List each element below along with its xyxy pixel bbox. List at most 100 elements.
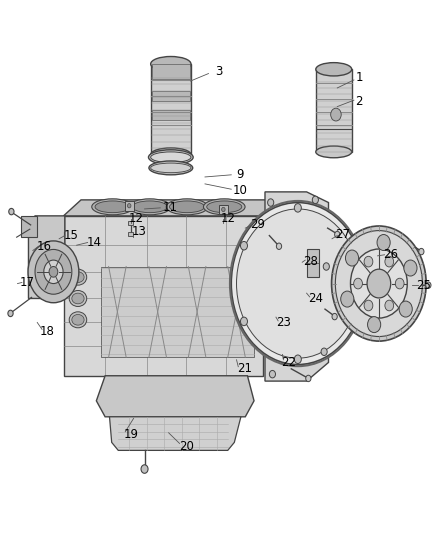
Circle shape [367,269,391,298]
Circle shape [336,231,422,336]
Text: 11: 11 [162,201,177,214]
Text: 19: 19 [124,428,139,441]
Polygon shape [265,192,328,381]
Circle shape [364,256,373,267]
Bar [307,249,319,277]
Ellipse shape [151,148,191,161]
Ellipse shape [148,150,193,165]
Text: 12: 12 [128,212,143,225]
Text: 26: 26 [383,248,398,261]
Circle shape [341,291,354,307]
Circle shape [348,317,355,326]
Text: 3: 3 [215,66,223,78]
Bar [219,205,228,214]
Circle shape [306,375,311,382]
Text: 13: 13 [132,225,147,238]
Circle shape [399,301,412,317]
Circle shape [312,196,318,204]
Ellipse shape [151,163,191,173]
Text: 22: 22 [282,356,297,369]
Ellipse shape [95,201,130,213]
Circle shape [49,266,58,277]
Ellipse shape [170,201,205,213]
Circle shape [350,249,407,318]
Bar [128,221,133,225]
Polygon shape [64,216,263,376]
Text: 21: 21 [237,362,252,375]
Bar [152,91,190,101]
Ellipse shape [92,199,133,215]
Circle shape [240,241,247,250]
Ellipse shape [166,199,208,215]
Circle shape [348,241,355,250]
Text: 20: 20 [179,440,194,453]
Circle shape [323,263,329,270]
Circle shape [269,370,276,378]
Ellipse shape [69,269,87,285]
Circle shape [222,207,225,212]
Circle shape [127,204,131,208]
Ellipse shape [203,199,245,215]
Polygon shape [96,376,254,417]
Circle shape [377,235,390,251]
Ellipse shape [151,56,191,71]
Circle shape [332,313,337,320]
Text: 17: 17 [20,276,35,289]
Circle shape [276,243,282,249]
Ellipse shape [132,201,167,213]
Circle shape [419,248,424,255]
Circle shape [294,204,301,212]
Ellipse shape [72,293,84,304]
Bar [128,232,133,236]
Ellipse shape [151,152,191,163]
Circle shape [346,250,359,266]
Ellipse shape [316,63,352,76]
Ellipse shape [207,201,242,213]
Circle shape [231,203,364,365]
Circle shape [8,310,13,317]
Circle shape [141,465,148,473]
Bar [152,64,190,79]
Polygon shape [21,216,37,237]
Text: 10: 10 [233,184,247,197]
Text: 23: 23 [276,316,291,329]
Circle shape [44,260,63,284]
Circle shape [426,282,431,288]
Text: 1: 1 [355,71,363,84]
Text: 16: 16 [36,240,51,253]
Circle shape [335,231,340,238]
Circle shape [28,241,79,303]
Text: 25: 25 [417,279,431,292]
Circle shape [321,348,327,356]
Text: 28: 28 [304,255,318,268]
Circle shape [367,317,381,333]
Text: 14: 14 [87,236,102,249]
Circle shape [404,260,417,276]
Bar [125,201,134,211]
Text: 24: 24 [308,292,323,305]
Text: 2: 2 [355,95,363,108]
Ellipse shape [129,199,171,215]
Circle shape [332,226,426,341]
Circle shape [237,209,359,358]
Bar [151,64,191,155]
Circle shape [385,256,394,267]
Polygon shape [28,216,65,298]
Bar [316,69,352,152]
Ellipse shape [69,290,87,306]
Circle shape [294,355,301,364]
Circle shape [9,208,14,215]
Polygon shape [110,417,241,450]
Circle shape [396,278,404,289]
Text: 27: 27 [335,228,350,241]
Text: 15: 15 [64,229,78,242]
Text: 9: 9 [236,168,244,181]
Text: 18: 18 [40,325,55,338]
Ellipse shape [316,146,352,158]
Circle shape [353,278,362,289]
Circle shape [385,300,394,311]
Circle shape [240,317,247,326]
Ellipse shape [69,312,87,328]
Ellipse shape [72,314,84,325]
Polygon shape [64,200,280,216]
